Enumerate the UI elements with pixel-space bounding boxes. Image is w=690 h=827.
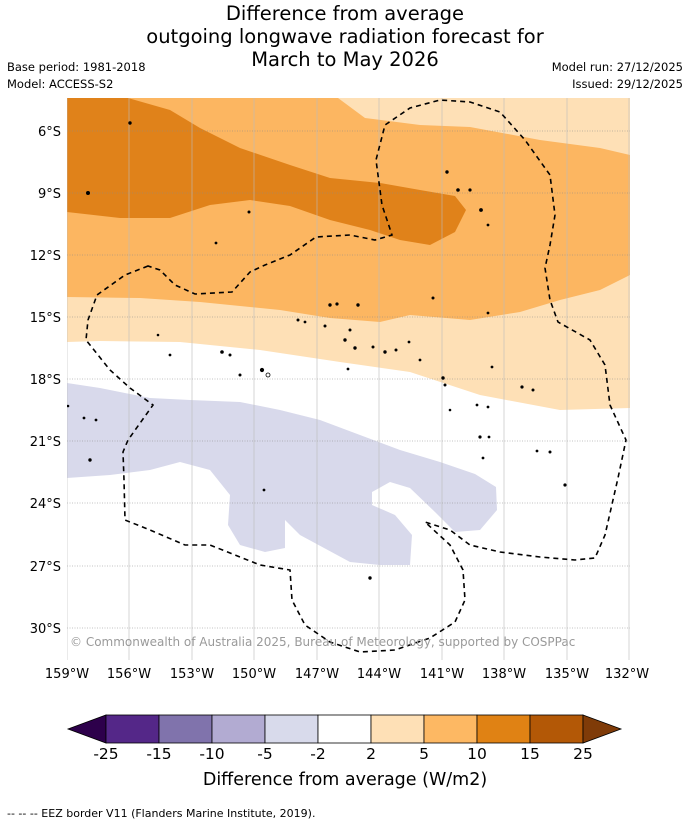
colorbar-swatch (370, 714, 425, 744)
islands (67, 121, 567, 580)
colorbar-swatch (211, 714, 266, 744)
lat-label: 6°S (38, 125, 61, 140)
lat-label: 15°S (30, 311, 61, 326)
colorbar-tick: 15 (520, 745, 540, 763)
colorbar-tick: -25 (93, 745, 119, 763)
title-line-2: outgoing longwave radiation forecast for (146, 25, 544, 48)
colorbar-arrow-low (66, 714, 107, 744)
lat-label: 30°S (30, 622, 61, 637)
colorbar-tick: -5 (257, 745, 273, 763)
colorbar-tick: 5 (419, 745, 429, 763)
title-line-1: Difference from average (225, 2, 465, 25)
anomaly-region-10-15 (67, 98, 466, 245)
lon-label: 147°W (295, 667, 339, 682)
lat-label: 21°S (30, 435, 61, 450)
lon-label: 153°W (170, 667, 214, 682)
meta-right: Model run: 27/12/2025 Issued: 29/12/2025 (552, 59, 683, 93)
chart-title: Difference from average outgoing longwav… (0, 2, 690, 71)
colorbar-arrow-high (582, 714, 623, 744)
colorbar-label: Difference from average (W/m2) (202, 770, 488, 790)
eez-border (85, 99, 627, 653)
grid-lines (67, 98, 630, 660)
latitude-axis: 6°S 9°S 12°S 15°S 18°S 21°S 24°S 27°S 30… (30, 125, 61, 637)
colorbar-tick: -2 (310, 745, 326, 763)
colorbar-swatch (158, 714, 213, 744)
colorbar-tick: 10 (467, 745, 487, 763)
colorbar-swatch (529, 714, 584, 744)
lat-label: 12°S (30, 249, 61, 264)
colorbar-tick: 2 (366, 745, 376, 763)
lon-label: 156°W (107, 667, 151, 682)
eez-legend: -- -- -- EEZ border V11 (Flanders Marine… (7, 807, 316, 820)
issued-date: Issued: 29/12/2025 (572, 77, 683, 91)
copyright-notice: © Commonwealth of Australia 2025, Bureau… (70, 635, 575, 649)
meta-left: Base period: 1981-2018 Model: ACCESS-S2 (7, 59, 146, 93)
colorbar-tick: 25 (573, 745, 593, 763)
model-name: Model: ACCESS-S2 (7, 77, 114, 91)
colorbar-swatch (105, 714, 160, 744)
lat-label: 9°S (38, 187, 61, 202)
colorbar-tick: -15 (146, 745, 172, 763)
lon-label: 141°W (420, 667, 464, 682)
lon-label: 144°W (357, 667, 401, 682)
longitude-axis: 159°W 156°W 153°W 150°W 147°W 144°W 141°… (45, 667, 649, 682)
colorbar-tick: -10 (199, 745, 225, 763)
lat-label: 27°S (30, 560, 61, 575)
lon-label: 138°W (482, 667, 526, 682)
lon-label: 135°W (545, 667, 589, 682)
colorbar-swatch (264, 714, 319, 744)
anomaly-region-neg5-neg2 (67, 383, 497, 565)
colorbar-swatch (476, 714, 531, 744)
lon-label: 132°W (605, 667, 649, 682)
lat-label: 18°S (30, 373, 61, 388)
colorbar-swatch (317, 714, 372, 744)
map-fields (67, 98, 630, 660)
lon-label: 159°W (45, 667, 89, 682)
lon-label: 150°W (232, 667, 276, 682)
model-run: Model run: 27/12/2025 (551, 60, 683, 74)
lat-label: 24°S (30, 497, 61, 512)
colorbar-swatch (423, 714, 478, 744)
title-line-3: March to May 2026 (251, 48, 439, 71)
colorbar (66, 714, 623, 744)
base-period: Base period: 1981-2018 (7, 60, 146, 74)
